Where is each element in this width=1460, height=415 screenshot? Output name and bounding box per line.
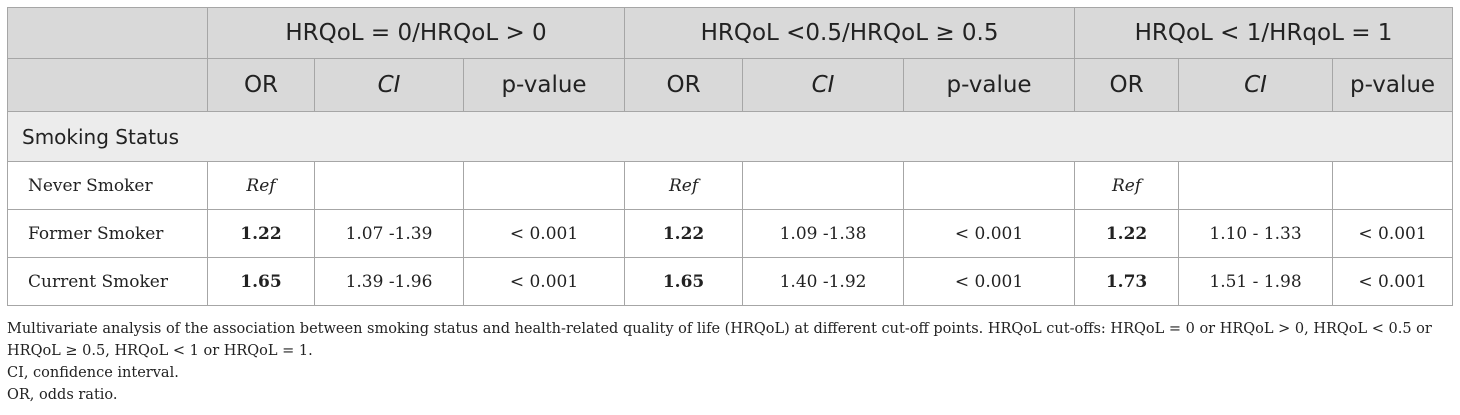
table-row: Current Smoker 1.65 1.39 -1.96 < 0.001 1… <box>7 257 1454 306</box>
p-cell: < 0.001 <box>462 257 626 306</box>
or-cell: 1.73 <box>1074 257 1180 306</box>
group-header-row: HRQoL = 0/HRQoL > 0 HRQoL <0.5/HRQoL ≥ 0… <box>7 7 1454 59</box>
p-cell <box>903 161 1076 210</box>
p-cell: < 0.001 <box>903 257 1076 306</box>
section-label: Smoking Status <box>6 111 1454 162</box>
or-cell: Ref <box>207 161 315 210</box>
results-table: HRQoL = 0/HRQoL > 0 HRQoL <0.5/HRQoL ≥ 0… <box>6 7 1454 306</box>
or-cell: 1.65 <box>207 257 315 306</box>
subheader-ci: CI <box>742 58 905 112</box>
subheader-ci: CI <box>1178 58 1334 112</box>
ci-cell <box>1178 161 1334 210</box>
ci-cell: 1.07 -1.39 <box>314 209 464 258</box>
p-cell <box>462 161 626 210</box>
corner-cell <box>7 7 208 59</box>
or-cell: Ref <box>624 161 744 210</box>
ci-cell <box>742 161 905 210</box>
footnote-description: Multivariate analysis of the association… <box>7 321 1432 359</box>
subheader-row: OR CI p-value OR CI p-value OR CI p-valu… <box>7 58 1454 112</box>
subheader-p: p-value <box>462 58 626 112</box>
p-cell: < 0.001 <box>903 209 1076 258</box>
p-cell <box>1332 161 1454 210</box>
ci-cell: 1.51 - 1.98 <box>1178 257 1334 306</box>
subheader-or: OR <box>1074 58 1180 112</box>
subheader-p: p-value <box>903 58 1076 112</box>
group-header-3: HRQoL < 1/HRqoL = 1 <box>1074 7 1454 59</box>
ci-cell <box>314 161 464 210</box>
p-cell: < 0.001 <box>1332 209 1454 258</box>
subheader-or: OR <box>624 58 744 112</box>
table-footnotes: Multivariate analysis of the association… <box>7 318 1452 406</box>
or-cell: 1.65 <box>624 257 744 306</box>
or-cell: 1.22 <box>1074 209 1180 258</box>
ci-cell: 1.39 -1.96 <box>314 257 464 306</box>
row-label: Former Smoker <box>7 209 208 258</box>
footnote-or: OR, odds ratio. <box>7 387 118 403</box>
or-cell: 1.22 <box>207 209 315 258</box>
section-row: Smoking Status <box>6 111 1454 162</box>
subheader-or: OR <box>207 58 315 112</box>
ci-cell: 1.09 -1.38 <box>742 209 905 258</box>
subheader-ci: CI <box>314 58 464 112</box>
ci-cell: 1.40 -1.92 <box>742 257 905 306</box>
p-cell: < 0.001 <box>462 209 626 258</box>
p-cell: < 0.001 <box>1332 257 1454 306</box>
table-row: Former Smoker 1.22 1.07 -1.39 < 0.001 1.… <box>7 209 1454 258</box>
table-row: Never Smoker Ref Ref Ref <box>7 161 1454 210</box>
results-table-container: HRQoL = 0/HRQoL > 0 HRQoL <0.5/HRQoL ≥ 0… <box>6 7 1454 406</box>
subheader-p: p-value <box>1332 58 1454 112</box>
or-cell: 1.22 <box>624 209 744 258</box>
row-label: Current Smoker <box>7 257 208 306</box>
corner-cell-2 <box>7 58 208 112</box>
ci-cell: 1.10 - 1.33 <box>1178 209 1334 258</box>
or-cell: Ref <box>1074 161 1180 210</box>
footnote-ci: CI, confidence interval. <box>7 365 179 381</box>
row-label: Never Smoker <box>7 161 208 210</box>
group-header-2: HRQoL <0.5/HRQoL ≥ 0.5 <box>624 7 1076 59</box>
group-header-1: HRQoL = 0/HRQoL > 0 <box>206 7 626 59</box>
